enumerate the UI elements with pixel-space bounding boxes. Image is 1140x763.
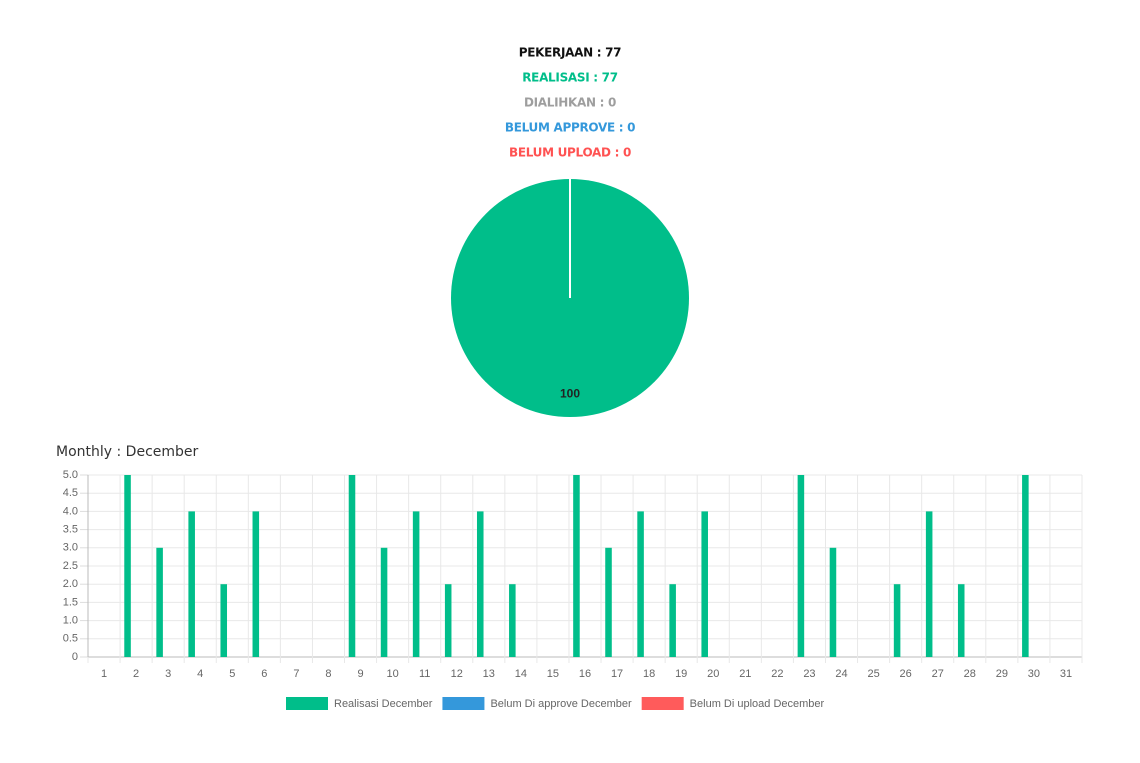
- y-tick-label: 0.5: [63, 633, 78, 645]
- y-tick-label: 2.0: [63, 578, 78, 590]
- bar: [605, 547, 612, 657]
- x-tick-label: 1: [101, 668, 107, 680]
- x-tick-label: 10: [386, 668, 398, 680]
- x-tick-label: 7: [293, 668, 299, 680]
- bar: [829, 547, 837, 657]
- bar: [669, 584, 676, 657]
- y-tick-label: 3.5: [63, 524, 78, 536]
- summary-line: DIALIHKAN : 0: [524, 96, 616, 110]
- bar: [573, 475, 580, 657]
- x-tick-label: 16: [579, 668, 591, 680]
- bar: [188, 511, 195, 657]
- bar: [957, 584, 965, 657]
- x-tick-label: 31: [1060, 668, 1072, 680]
- x-tick-label: 17: [611, 668, 623, 680]
- y-tick-label: 1.0: [63, 615, 78, 627]
- x-tick-label: 27: [932, 668, 944, 680]
- y-tick-label: 2.5: [63, 560, 78, 572]
- x-tick-label: 30: [1028, 668, 1040, 680]
- bar: [509, 584, 516, 657]
- legend-label: Realisasi December: [334, 698, 433, 710]
- y-tick-label: 1.5: [63, 596, 78, 608]
- legend-swatch: [641, 697, 684, 710]
- chart-title: Monthly : December: [56, 444, 199, 460]
- summary-line: BELUM APPROVE : 0: [505, 121, 635, 135]
- bar: [412, 511, 420, 657]
- x-tick-label: 23: [803, 668, 815, 680]
- x-tick-label: 19: [675, 668, 687, 680]
- bar: [252, 511, 260, 657]
- x-tick-label: 18: [643, 668, 655, 680]
- y-tick-label: 4.5: [63, 487, 78, 499]
- x-tick-label: 28: [964, 668, 976, 680]
- legend-swatch: [286, 697, 328, 710]
- y-tick-label: 0: [72, 651, 78, 663]
- bar: [925, 511, 933, 657]
- bar: [380, 547, 388, 657]
- x-tick-label: 26: [900, 668, 912, 680]
- bar: [637, 511, 644, 657]
- summary-line: PEKERJAAN : 77: [519, 46, 621, 60]
- x-tick-label: 22: [771, 668, 783, 680]
- bar: [220, 584, 228, 657]
- x-tick-label: 12: [451, 668, 463, 680]
- x-tick-label: 25: [867, 668, 879, 680]
- y-tick-label: 3.0: [63, 542, 78, 554]
- x-tick-label: 29: [996, 668, 1008, 680]
- bar: [444, 584, 452, 657]
- x-tick-label: 11: [419, 668, 430, 680]
- x-tick-label: 24: [835, 668, 847, 680]
- bar: [348, 475, 356, 657]
- x-tick-label: 2: [133, 668, 139, 680]
- x-tick-label: 6: [261, 668, 267, 680]
- x-tick-label: 3: [165, 668, 171, 680]
- legend-label: Belum Di upload December: [690, 698, 825, 710]
- bar: [701, 511, 708, 657]
- y-tick-label: 5.0: [63, 469, 78, 481]
- x-tick-label: 9: [357, 668, 363, 680]
- x-tick-label: 4: [197, 668, 203, 680]
- legend-label: Belum Di approve December: [490, 698, 632, 710]
- x-tick-label: 21: [739, 668, 751, 680]
- x-tick-label: 5: [229, 668, 235, 680]
- bar: [124, 475, 131, 657]
- x-tick-label: 14: [515, 668, 527, 680]
- bar: [893, 584, 901, 657]
- bar: [797, 475, 805, 657]
- bar: [156, 547, 163, 657]
- bar: [1022, 475, 1029, 657]
- x-tick-label: 13: [483, 668, 495, 680]
- summary-line: REALISASI : 77: [522, 71, 618, 85]
- x-tick-label: 8: [325, 668, 331, 680]
- summary-line: BELUM UPLOAD : 0: [509, 146, 631, 160]
- legend-swatch: [442, 697, 485, 710]
- slice-label: 100: [560, 387, 580, 401]
- x-tick-label: 20: [707, 668, 719, 680]
- x-tick-label: 15: [547, 668, 559, 680]
- y-tick-label: 4.0: [63, 505, 78, 517]
- bar: [476, 511, 484, 657]
